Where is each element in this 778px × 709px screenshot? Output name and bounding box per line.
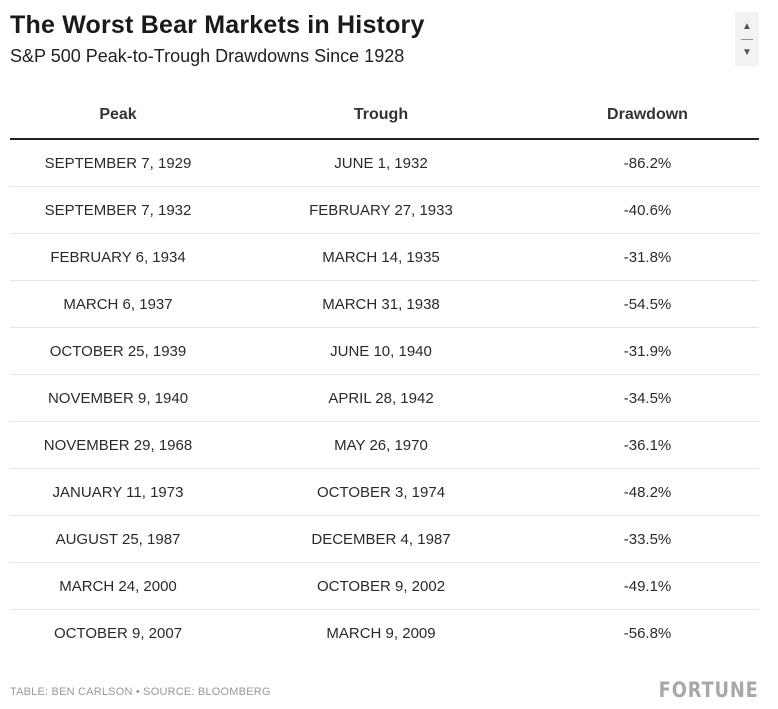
- cell-trough: JUNE 1, 1932: [226, 139, 536, 187]
- table-row: MARCH 24, 2000 OCTOBER 9, 2002 -49.1%: [10, 562, 759, 610]
- table-row: NOVEMBER 29, 1968 MAY 26, 1970 -36.1%: [10, 421, 759, 469]
- table-header-row: Peak Trough Drawdown: [10, 92, 759, 140]
- table-body: SEPTEMBER 7, 1929 JUNE 1, 1932 -86.2% SEPTE…: [10, 139, 759, 656]
- header-drawdown: Drawdown: [536, 92, 759, 140]
- chart-title: The Worst Bear Markets in History: [10, 11, 425, 39]
- cell-drawdown: -86.2%: [536, 139, 759, 187]
- table-row: MARCH 6, 1937 MARCH 31, 1938 -54.5%: [10, 280, 759, 328]
- bear-market-table: Peak Trough Drawdown SEPTEMBER 7, 1929 JU…: [10, 92, 759, 656]
- cell-trough: MARCH 14, 1935: [226, 233, 536, 281]
- cell-peak: JANUARY 11, 1973: [10, 468, 226, 516]
- header-peak: Peak: [10, 92, 226, 140]
- cell-peak: MARCH 6, 1937: [10, 280, 226, 328]
- scroll-control[interactable]: ▲ ▼: [735, 12, 759, 66]
- cell-trough: OCTOBER 3, 1974: [226, 468, 536, 516]
- cell-drawdown: -33.5%: [536, 515, 759, 563]
- cell-peak: OCTOBER 9, 2007: [53, 624, 183, 642]
- cell-trough: MARCH 31, 1938: [226, 280, 536, 328]
- cell-drawdown: -31.8%: [536, 233, 759, 281]
- cell-trough: APRIL 28, 1942: [226, 374, 536, 422]
- cell-trough: MARCH 9, 2009: [326, 624, 436, 642]
- header-trough: Trough: [226, 92, 536, 140]
- table-row: AUGUST 25, 1987 DECEMBER 4, 1987 -33.5%: [10, 515, 759, 563]
- table-row: SEPTEMBER 7, 1932 FEBRUARY 27, 1933 -40.6%: [10, 186, 759, 234]
- chart-subtitle: S&P 500 Peak-to-Trough Drawdowns Since 1…: [10, 46, 405, 66]
- cell-drawdown: -54.5%: [536, 280, 759, 328]
- cell-peak: AUGUST 25, 1987: [10, 515, 226, 563]
- cell-peak: SEPTEMBER 7, 1929: [10, 139, 226, 187]
- cell-peak: NOVEMBER 9, 1940: [10, 374, 226, 422]
- cell-drawdown: -34.5%: [536, 374, 759, 422]
- table-row: OCTOBER 9, 2007 MARCH 9, 2009 -56.8%: [10, 610, 759, 657]
- cell-trough: JUNE 10, 1940: [226, 327, 536, 375]
- triangle-up-icon[interactable]: ▲: [742, 20, 752, 32]
- triangle-down-icon[interactable]: ▼: [742, 46, 752, 58]
- cell-peak: SEPTEMBER 7, 1932: [10, 186, 226, 234]
- table-row: JANUARY 11, 1973 OCTOBER 3, 1974 -48.2%: [10, 468, 759, 516]
- table-row: SEPTEMBER 7, 1929 JUNE 1, 1932 -86.2%: [10, 139, 759, 187]
- cell-drawdown: -49.1%: [536, 562, 759, 610]
- fortune-logo: FORTUNE: [658, 678, 759, 702]
- cell-drawdown: -31.9%: [536, 327, 759, 375]
- table-row: NOVEMBER 9, 1940 APRIL 28, 1942 -34.5%: [10, 374, 759, 422]
- cell-peak: FEBRUARY 6, 1934: [10, 233, 226, 281]
- cell-trough: FEBRUARY 27, 1933: [226, 186, 536, 234]
- table-row: OCTOBER 25, 1939 JUNE 10, 1940 -31.9%: [10, 327, 759, 375]
- table-row: FEBRUARY 6, 1934 MARCH 14, 1935 -31.8%: [10, 233, 759, 281]
- cell-drawdown: -56.8%: [623, 624, 672, 642]
- cell-drawdown: -48.2%: [536, 468, 759, 516]
- cell-peak: NOVEMBER 29, 1968: [10, 421, 226, 469]
- cell-peak: OCTOBER 25, 1939: [10, 327, 226, 375]
- cell-peak: MARCH 24, 2000: [10, 562, 226, 610]
- cell-drawdown: -36.1%: [536, 421, 759, 469]
- source-credit: TABLE: BEN CARLSON • SOURCE: BLOOMBERG: [10, 686, 271, 698]
- cell-trough: MAY 26, 1970: [226, 421, 536, 469]
- cell-trough: OCTOBER 9, 2002: [226, 562, 536, 610]
- cell-drawdown: -40.6%: [536, 186, 759, 234]
- cell-trough: DECEMBER 4, 1987: [226, 515, 536, 563]
- scroll-divider: [741, 39, 753, 40]
